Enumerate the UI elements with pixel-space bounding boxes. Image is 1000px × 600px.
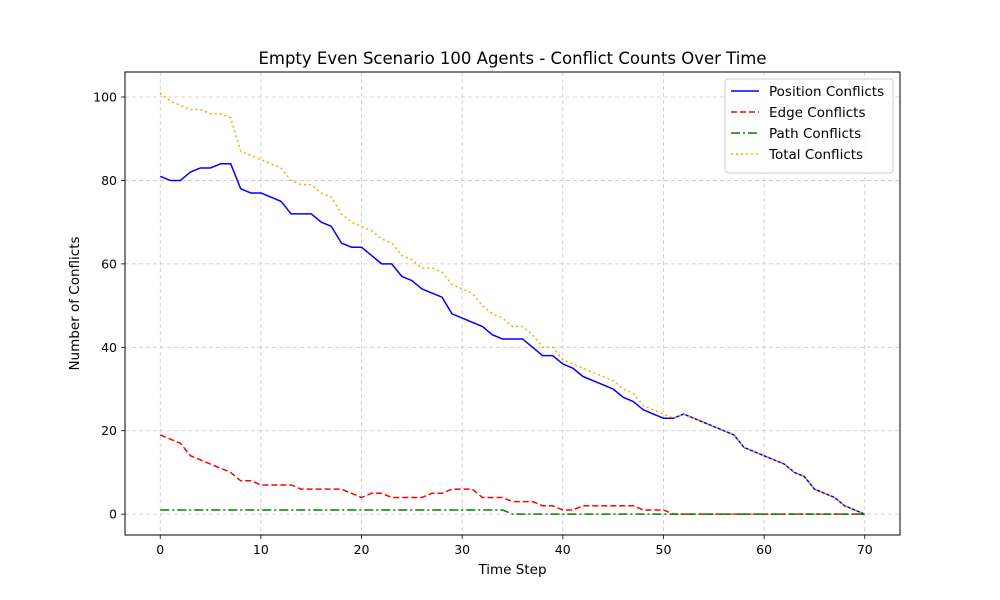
legend-label-1: Edge Conflicts [769, 105, 866, 121]
x-tick-label: 10 [253, 542, 269, 557]
series-line-2 [160, 509, 865, 515]
legend-label-2: Path Conflicts [769, 126, 861, 142]
x-tick-label: 30 [454, 542, 470, 557]
y-tick-label: 60 [101, 256, 117, 271]
y-tick-label: 80 [101, 173, 117, 188]
y-tick-label: 20 [101, 423, 117, 438]
legend: Position Conflicts Edge Conflicts Path Con… [724, 78, 894, 174]
series-line-1 [159, 434, 865, 515]
series-layer [159, 92, 866, 515]
x-tick-label: 40 [555, 542, 571, 557]
legend-label-0: Position Conflicts [769, 84, 884, 100]
legend-box [724, 78, 894, 174]
x-tick-label: 0 [156, 542, 164, 557]
x-tick-label: 50 [656, 542, 672, 557]
series-line-3 [159, 92, 866, 515]
x-axis-label: Time Step [477, 562, 546, 578]
y-tick-label: 40 [101, 340, 117, 355]
y-tick-label: 100 [93, 90, 117, 105]
x-tick-label: 20 [354, 542, 370, 557]
x-tick-label: 60 [756, 542, 772, 557]
x-tick-label: 70 [857, 542, 873, 557]
y-tick-label: 0 [109, 507, 117, 522]
plot-area-frame [124, 71, 901, 536]
chart-title: Empty Even Scenario 100 Agents - Conflic… [258, 49, 766, 68]
y-axis-label: Number of Conflicts [67, 236, 83, 370]
axis-ticks: 0 10 20 30 40 50 60 70 0 20 40 60 80 100 [93, 90, 873, 557]
series-line-0 [159, 163, 866, 515]
legend-label-3: Total Conflicts [768, 147, 863, 163]
